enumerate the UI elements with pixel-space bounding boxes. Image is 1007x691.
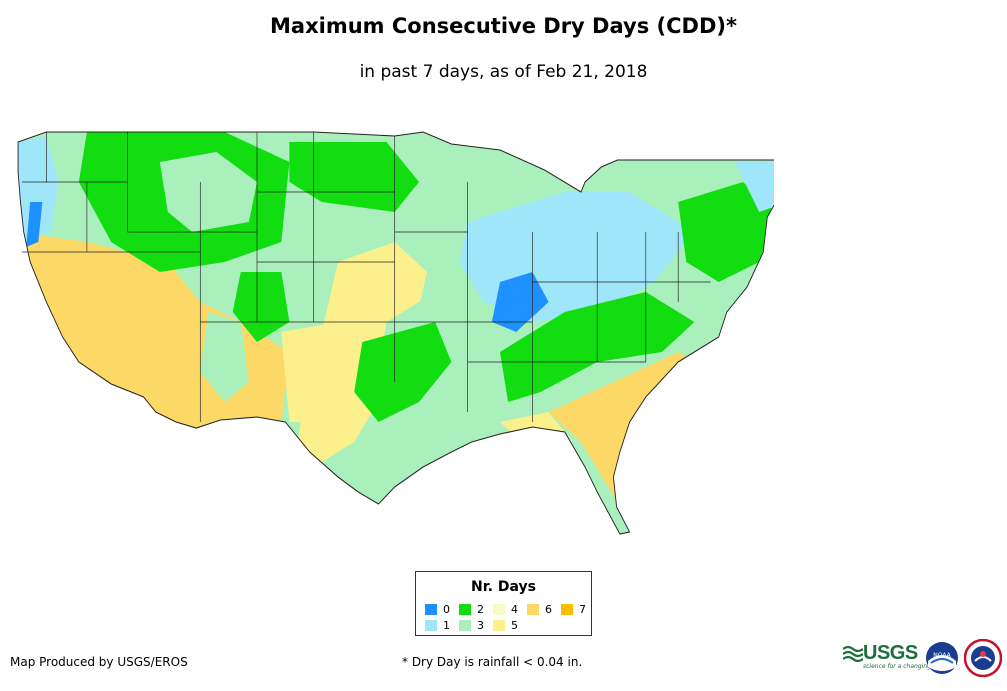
- legend-swatch: [561, 604, 573, 615]
- legend-swatch: [527, 604, 539, 615]
- legend-swatch: [425, 604, 437, 615]
- legend-item-1: 1: [425, 619, 450, 632]
- legend-item-2: 2: [459, 603, 484, 616]
- legend-swatch: [425, 620, 437, 631]
- legend-item-4: 4: [493, 603, 518, 616]
- legend: Nr. Days 0 1 2 3 4 5 6 7: [415, 571, 592, 636]
- legend-label: 5: [511, 619, 518, 632]
- legend-item-7: 7: [561, 603, 586, 616]
- usgs-logo: USGS science for a changing world: [843, 642, 949, 670]
- legend-item-6: 6: [527, 603, 552, 616]
- nws-logo: [964, 639, 1002, 677]
- legend-item-5: 5: [493, 619, 518, 632]
- legend-title: Nr. Days: [471, 579, 536, 595]
- legend-label: 6: [545, 603, 552, 616]
- legend-label: 7: [579, 603, 586, 616]
- legend-item-0: 0: [425, 603, 450, 616]
- legend-label: 1: [443, 619, 450, 632]
- legend-swatch: [493, 604, 505, 615]
- producer-credit: Map Produced by USGS/EROS: [10, 655, 188, 669]
- us-cdd-map: [17, 131, 774, 535]
- legend-swatch: [459, 620, 471, 631]
- legend-label: 0: [443, 603, 450, 616]
- legend-swatch: [459, 604, 471, 615]
- usgs-wave-icon: [843, 645, 863, 662]
- usgs-wordmark: USGS: [863, 642, 918, 664]
- noaa-logo: NOAA: [926, 642, 958, 674]
- noaa-label: NOAA: [933, 652, 951, 659]
- legend-item-3: 3: [459, 619, 484, 632]
- legend-label: 4: [511, 603, 518, 616]
- map-title: Maximum Consecutive Dry Days (CDD)*: [270, 14, 737, 38]
- map-subtitle: in past 7 days, as of Feb 21, 2018: [359, 62, 648, 82]
- legend-label: 3: [477, 619, 484, 632]
- usgs-tagline: science for a changing world: [863, 663, 950, 670]
- dry-day-note: * Dry Day is rainfall < 0.04 in.: [402, 655, 583, 669]
- legend-swatch: [493, 620, 505, 631]
- legend-label: 2: [477, 603, 484, 616]
